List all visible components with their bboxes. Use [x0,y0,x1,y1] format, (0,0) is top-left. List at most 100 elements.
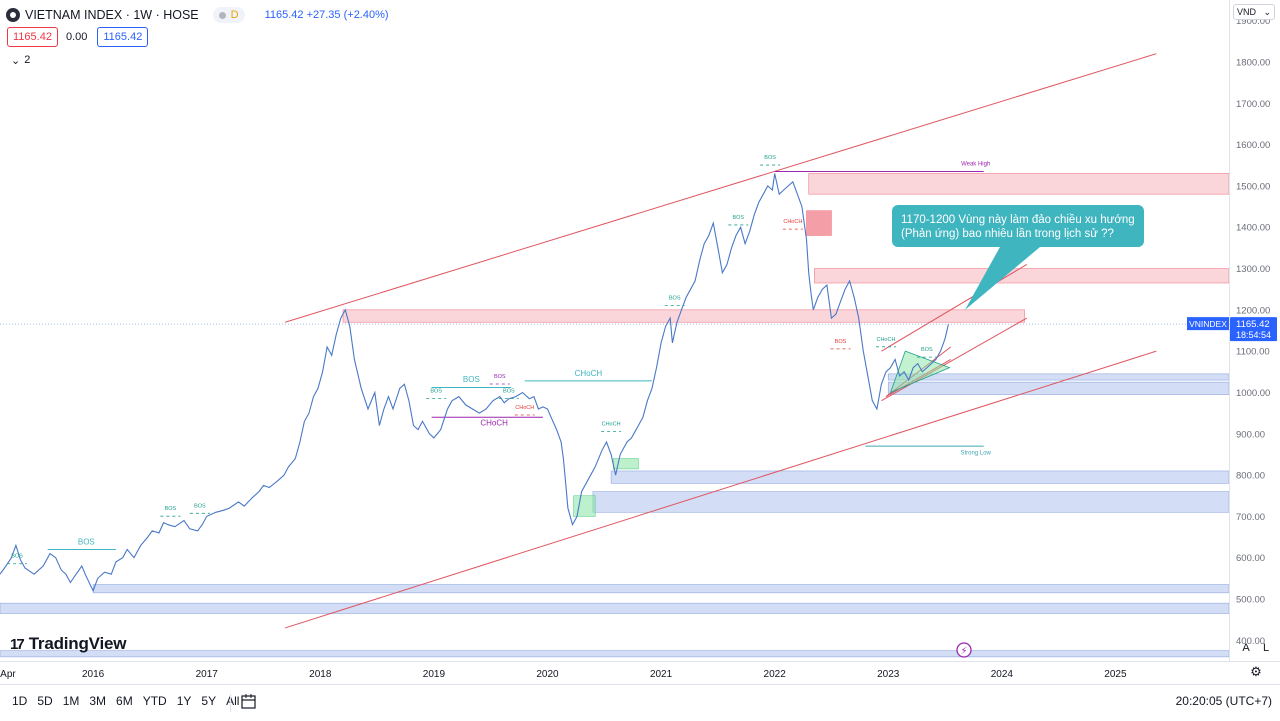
event-marker-icon [956,642,972,658]
go-to-date-icon[interactable] [240,693,258,711]
y-tick-label: 500.00 [1236,595,1265,606]
brand-name: TradingView [28,634,127,653]
structure-label-1: BOS [165,506,177,512]
level-label-4: CHoCH [575,369,603,378]
tradingview-logo[interactable]: 17 TradingView [10,634,127,654]
symbol-logo-icon [6,8,20,22]
callout-pointer [965,247,1040,310]
time-axis-bg [0,661,1280,684]
log-scale-button[interactable]: L [1262,642,1270,654]
range-6m-button[interactable]: 6M [116,694,133,708]
trendlines-layer [0,53,1229,629]
level-label-3: BOS [463,375,480,384]
level-label-1: Strong Low [961,450,992,456]
symbol-tag-label: VNINDEX [1189,319,1227,329]
auto-scale-button[interactable]: A [1242,642,1250,654]
range-3m-button[interactable]: 3M [89,694,107,708]
x-tick-label: 2020 [536,669,559,680]
x-tick-label: Apr [0,669,16,680]
price-chart[interactable]: Weak High Strong Low BOS BOS CHoCH CHoCH BOS BO… [0,0,1280,684]
trendline-0 [284,53,1157,323]
trade-row: 1165.42 0.00 1165.42 [7,27,149,47]
x-tick-label: 2024 [991,669,1014,680]
y-tick-label: 1900.00 [1236,16,1270,27]
callout-text-2: (Phản ứng) bao nhiêu lần trong lịch sử ?… [901,228,1114,240]
bottom-toolbar: 1D 5D 1M 3M 6M YTD 1Y 5Y All 20:20:05 (U… [0,684,1280,721]
quote-text: 1165.42 +27.35 (+2.40%) [264,9,389,21]
y-tick-label: 1600.00 [1236,140,1270,151]
x-tick-label: 2018 [309,669,332,680]
zone-blue-6 [610,470,1230,484]
status-dot-icon [218,11,226,19]
symbol-title[interactable]: VIETNAM INDEX · 1W · HOSE [25,8,199,22]
zone-red-0 [342,309,1025,323]
structure-label-7: CHoCH [602,422,621,428]
y-tick-label: 1200.00 [1236,305,1270,316]
zone-blue-7 [592,491,1230,513]
zone-red-2 [808,173,1230,195]
zone-blue-10 [0,650,1230,658]
last-price-tag [1230,317,1277,342]
indicators-toggle[interactable]: ⌄ 2 [7,52,35,68]
callout-text-1: 1170-1200 Vùng này làm đảo chiều xu hướn… [901,214,1135,226]
y-tick-label: 1100.00 [1236,347,1270,358]
triangle-pattern [889,350,951,394]
trendline-2 [881,263,1028,352]
zone-blue-4 [887,373,1230,381]
zones-layer [0,173,1230,658]
structure-label-9: BOS [732,215,744,221]
structure-label-5: BOS [494,374,506,380]
structure-label-3: BOS [430,388,442,394]
bar-countdown-label: 18:54:54 [1236,330,1271,340]
trendline-1 [284,350,1157,629]
x-tick-label: 2019 [423,669,446,680]
range-all-button[interactable]: All [226,694,240,708]
x-tick-label: 2025 [1104,669,1127,680]
y-tick-label: 1500.00 [1236,181,1270,192]
annotation-labels-layer: Weak High Strong Low BOS BOS CHoCH CHoCH BOS BO… [7,155,992,565]
last-price-label: 1165.42 [1236,319,1270,330]
x-tick-label: 2016 [82,669,105,680]
interval-badge-label: D [230,9,239,21]
zone-blue-8 [92,584,1230,594]
y-tick-label: 400.00 [1236,636,1265,647]
level-label-5: CHoCH [480,419,508,428]
currency-select[interactable]: VND ⌄ [1233,4,1275,20]
y-tick-label: 900.00 [1236,429,1265,440]
tradingview-mark-icon: 17 [10,635,25,653]
range-ytd-button[interactable]: YTD [142,694,167,708]
indicators-count: 2 [24,54,31,66]
y-tick-label: 800.00 [1236,471,1265,482]
y-tick-label: 1700.00 [1236,99,1270,110]
structure-label-11: CHoCH [783,219,802,225]
price-axis-bg [1229,0,1280,684]
settings-gear-icon[interactable]: ⚙ [1250,664,1262,679]
range-1y-button[interactable]: 1Y [176,694,192,708]
range-1m-button[interactable]: 1M [62,694,80,708]
axes-layer: 400.00 500.00 600.00 700.00 800.00 900.00 1000… [0,0,1280,684]
x-tick-label: 2022 [764,669,787,680]
zone-green-11 [573,495,596,517]
clock-timezone[interactable]: 20:20:05 (UTC+7) [1175,694,1272,708]
structure-label-12: BOS [835,339,847,345]
interval-badge[interactable]: D [212,7,245,23]
zone-red-1 [814,268,1230,284]
price-line [0,173,949,593]
zone-redstrong-3 [806,210,832,236]
range-1d-button[interactable]: 1D [12,694,28,708]
range-5d-button[interactable]: 5D [37,694,53,708]
y-tick-label: 700.00 [1236,512,1265,523]
structure-label-0: BOS [11,554,23,560]
x-tick-label: 2023 [877,669,900,680]
structure-label-14: BOS [921,347,933,353]
x-tick-label: 2017 [196,669,219,680]
trendline-3 [881,317,1028,402]
range-5y-button[interactable]: 5Y [201,694,217,708]
sell-price-button[interactable]: 1165.42 [7,27,58,47]
level-label-2: BOS [78,537,95,546]
y-tick-label: 1400.00 [1236,223,1270,234]
buy-price-button[interactable]: 1165.42 [97,27,149,47]
y-tick-label: 1000.00 [1236,388,1270,399]
currency-label: VND [1237,7,1257,17]
zone-blue-5 [887,381,1230,395]
